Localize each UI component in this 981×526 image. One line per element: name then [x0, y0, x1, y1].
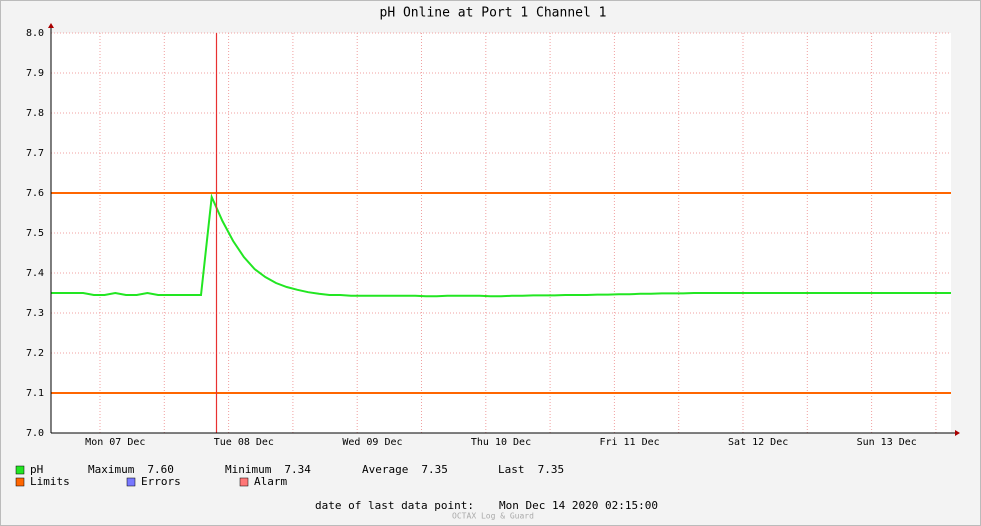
legend: pH Maximum 7.60 Minimum 7.34 Average 7.35 Last 7…: [15, 463, 565, 488]
marks: [51, 192, 951, 394]
stat-value: 7.34: [284, 463, 311, 476]
y-tick-label: 7.2: [26, 348, 44, 359]
x-tick-label: Thu 10 Dec: [471, 437, 531, 448]
data-line: [51, 193, 951, 298]
x-tick-label: Fri 11 Dec: [599, 437, 659, 448]
y-tick-label: 7.3: [26, 308, 44, 319]
legend-swatch: [15, 477, 25, 487]
x-tick-label: Mon 07 Dec: [85, 437, 145, 448]
y-tick-label: 7.1: [26, 388, 44, 399]
y-tick-label: 8.0: [26, 28, 44, 39]
watermark: OCTAX Log & Guard: [452, 512, 534, 521]
stat-label: Average: [362, 463, 408, 476]
footer-value: Mon Dec 14 2020 02:15:00: [499, 499, 658, 512]
footer-label: date of last data point:: [315, 499, 474, 512]
stat-value: 7.60: [147, 463, 174, 476]
legend-swatch: [126, 477, 136, 487]
chart-title: pH Online at Port 1 Channel 1: [380, 6, 607, 21]
legend-swatch: [239, 477, 249, 487]
stat-value: 7.35: [421, 463, 448, 476]
y-arrow: [48, 23, 54, 28]
stat-value: 7.35: [538, 463, 565, 476]
y-tick-label: 7.8: [26, 108, 44, 119]
y-tick-label: 7.0: [26, 428, 44, 439]
y-tick-label: 7.9: [26, 68, 44, 79]
y-tick-label: 7.5: [26, 228, 44, 239]
y-tick-label: 7.6: [26, 188, 44, 199]
x-arrow: [955, 430, 960, 436]
legend-label: pH: [30, 463, 43, 476]
x-tick-label: Sat 12 Dec: [728, 437, 788, 448]
stat-label: Last: [498, 463, 525, 476]
y-tick-label: 7.4: [26, 268, 44, 279]
legend-label: Errors: [141, 475, 181, 488]
x-tick-label: Sun 13 Dec: [857, 437, 917, 448]
legend-label: Alarm: [254, 475, 287, 488]
x-tick-label: Wed 09 Dec: [342, 437, 402, 448]
legend-swatch: [15, 465, 25, 475]
y-tick-label: 7.7: [26, 148, 44, 159]
x-tick-label: Tue 08 Dec: [214, 437, 274, 448]
stat-label: Minimum: [225, 463, 272, 476]
stat-label: Maximum: [88, 463, 135, 476]
legend-label: Limits: [30, 475, 70, 488]
